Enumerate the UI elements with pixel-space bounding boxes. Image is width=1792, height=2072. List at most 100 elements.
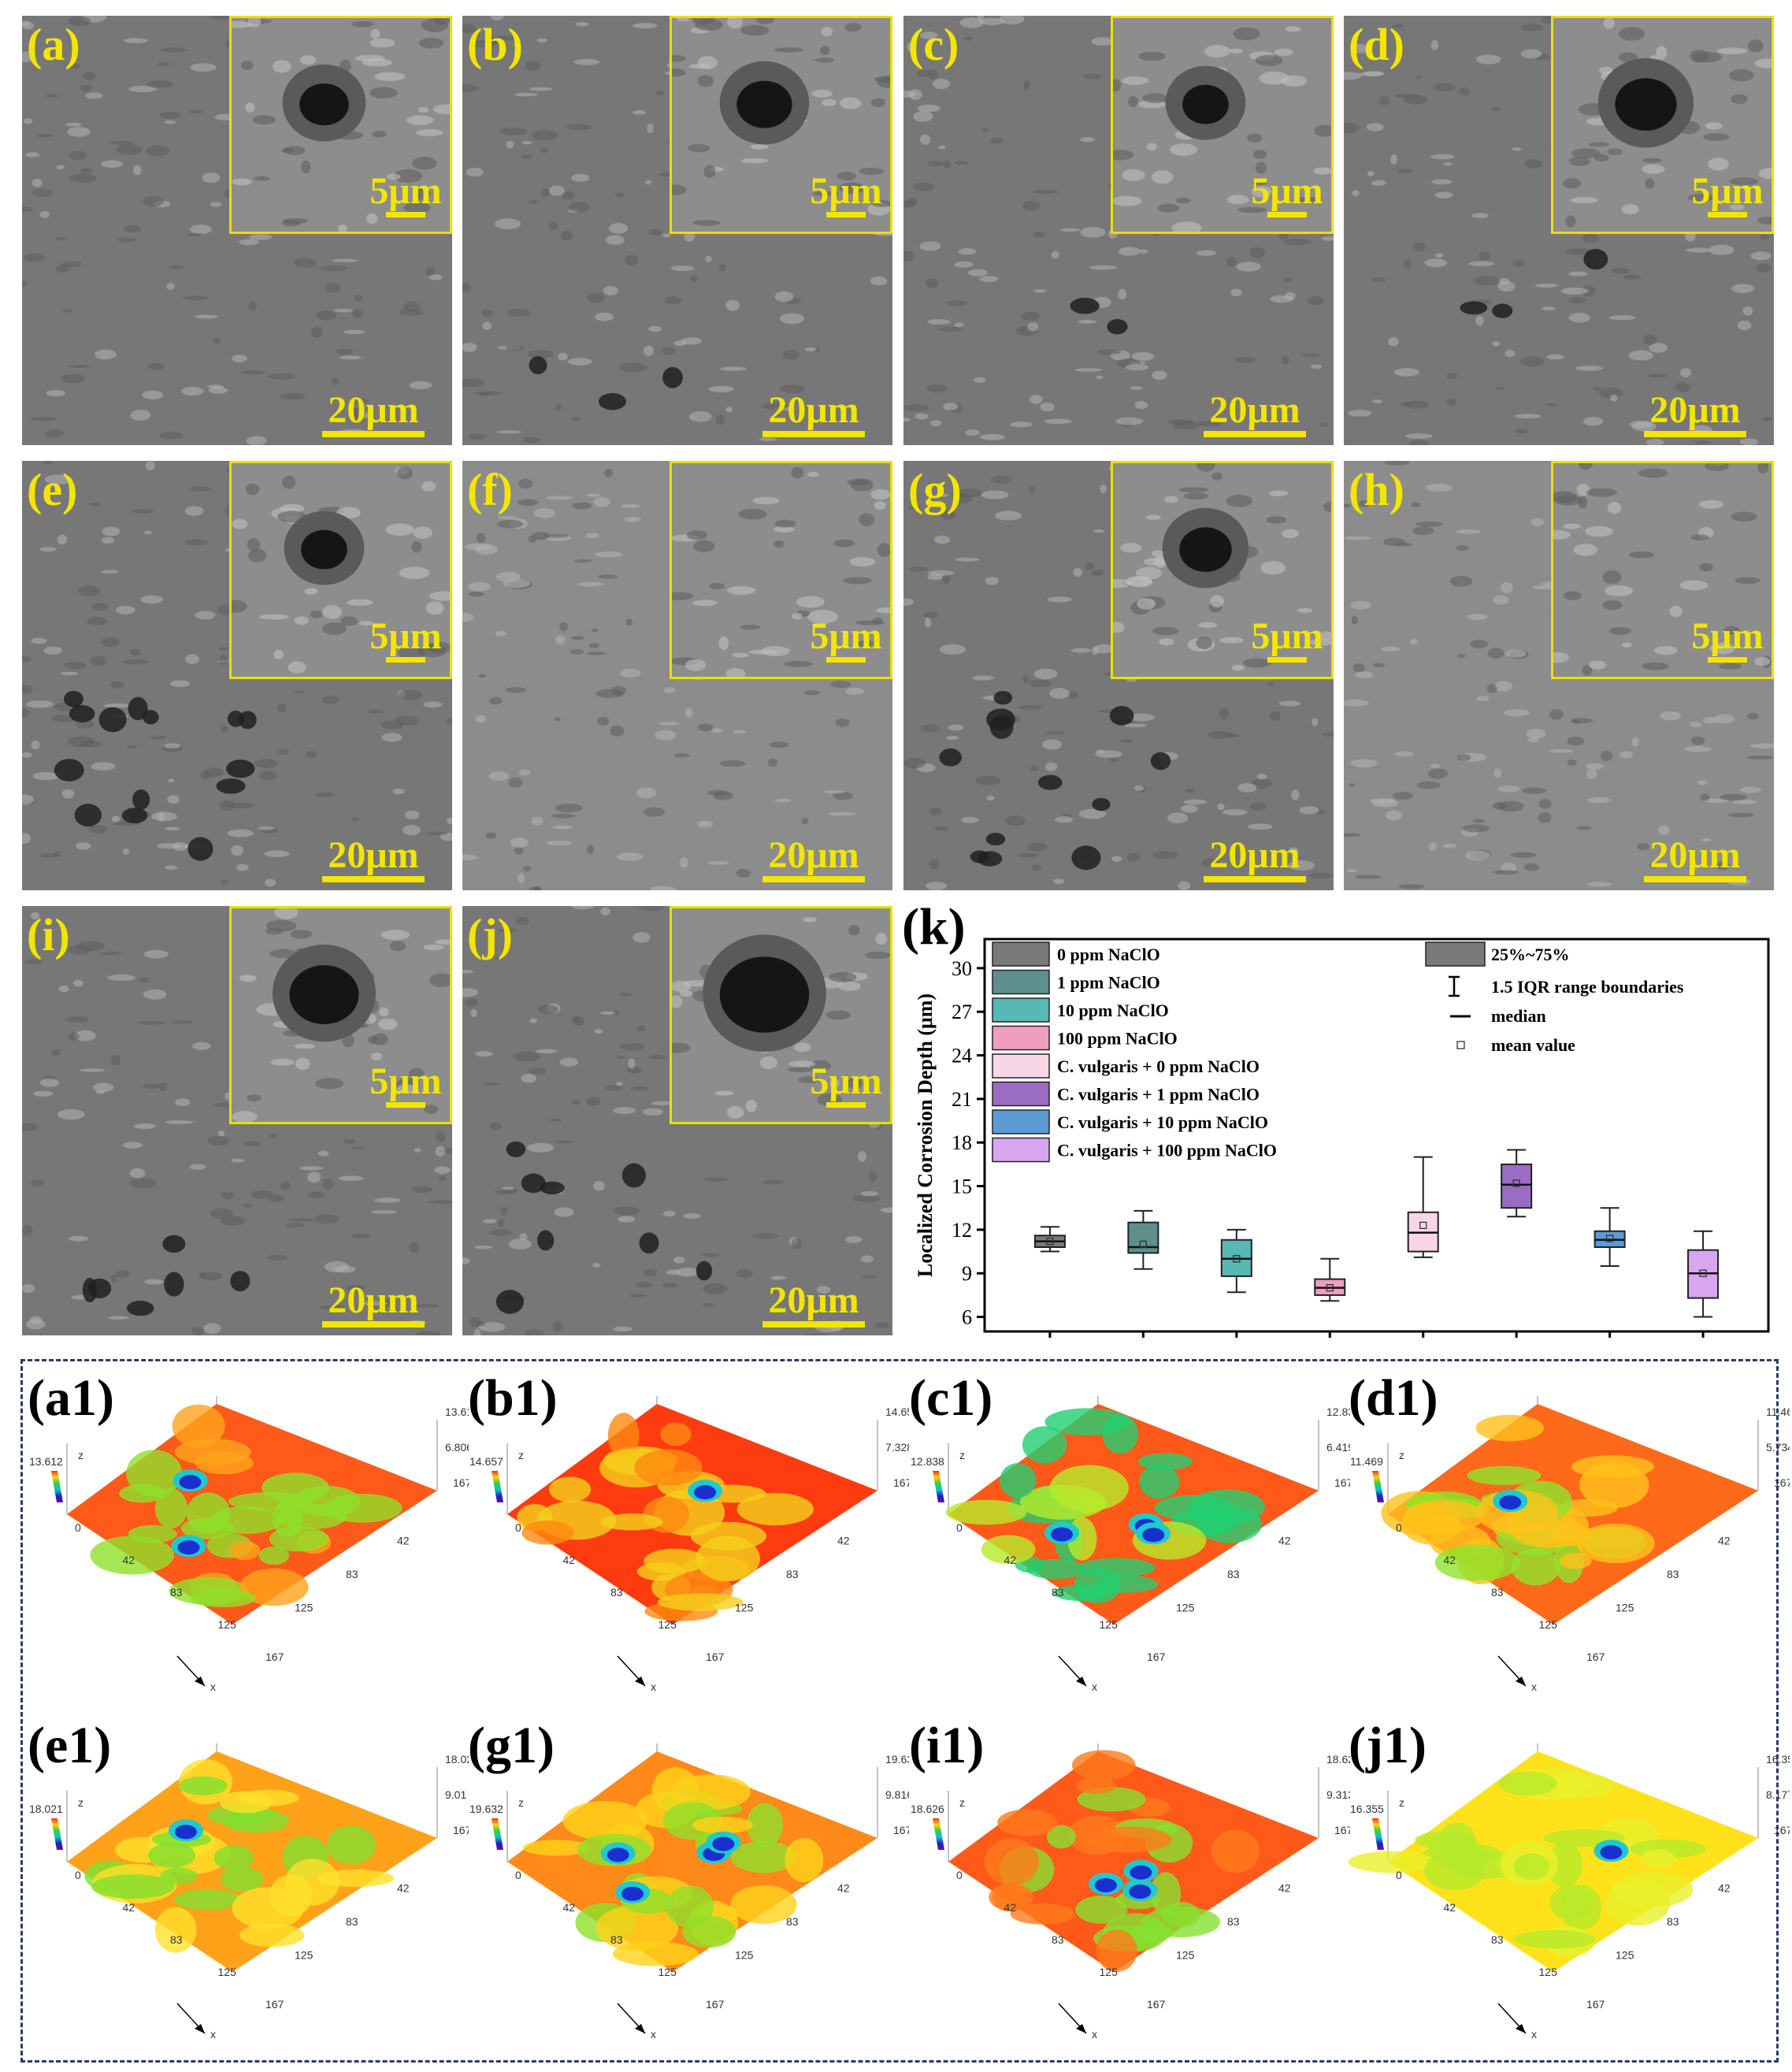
- x-tick-label: 42: [1444, 1554, 1456, 1566]
- inset-texture: [1553, 463, 1772, 677]
- surface-patch: [147, 1842, 196, 1869]
- panel-label: (d1): [1349, 1369, 1438, 1427]
- sem-image-panel: 5μm (c) 20μm: [903, 16, 1334, 445]
- inset-texture: [672, 908, 890, 1122]
- x-tick-label: 167: [1586, 1998, 1605, 2011]
- y-tick-label: 125: [295, 1949, 314, 1962]
- x-tick-label: 125: [1539, 1618, 1558, 1631]
- x-tick-label: 0: [1396, 1521, 1402, 1534]
- y-tick-label: 18: [952, 1131, 972, 1154]
- surface-patch: [1000, 1462, 1037, 1498]
- surface-patch: [1640, 1849, 1676, 1869]
- surface-patch: [1026, 1559, 1086, 1580]
- surface-patch: [1096, 1929, 1137, 1972]
- surface-patch: [154, 1907, 197, 1953]
- inset-scale-label: 5μm: [810, 615, 882, 657]
- surface-patch: [692, 1816, 753, 1834]
- main-scale-line: [322, 876, 425, 882]
- mean-marker: [1046, 1237, 1054, 1246]
- surface-patch: [1434, 1544, 1520, 1581]
- inset-scale-bar: 5μm: [808, 618, 884, 663]
- x-tick-label: 167: [265, 1998, 284, 2011]
- x-axis-label: x: [651, 1680, 656, 1693]
- z-max-label: 16.355: [1350, 1803, 1384, 1815]
- legend-label: C. vulgaris + 100 ppm NaClO: [1057, 1141, 1277, 1160]
- main-scale-label: 20μm: [768, 389, 859, 431]
- x-tick-label: 83: [1052, 1933, 1064, 1946]
- surface-patch: [730, 1884, 797, 1924]
- inset-scale-bar: 5μm: [368, 618, 443, 663]
- x-tick-label: 42: [563, 1901, 576, 1914]
- surface-patch: [730, 1841, 796, 1873]
- panel-label: (e): [27, 464, 78, 515]
- y-tick-label: 83: [786, 1915, 799, 1928]
- surface-plot: 13.612 13.612 6.806 167 z 0 42 83 125 167 125 83 42 x: [29, 1396, 469, 1693]
- inset-texture: [672, 18, 890, 232]
- inset-scale-line: [1708, 212, 1747, 217]
- pit-core: [174, 1825, 197, 1840]
- y-end-label: 167: [1334, 1476, 1350, 1489]
- z-axis-label: z: [78, 1796, 83, 1809]
- inset-texture: [672, 463, 890, 677]
- inset-scale-line: [826, 1102, 866, 1108]
- y-tick-label: 125: [1176, 1949, 1195, 1962]
- legend-swatch: [992, 941, 1050, 967]
- x-axis-label: x: [210, 1680, 216, 1693]
- z-axis-label: z: [518, 1449, 524, 1461]
- inset-scale-line: [1708, 657, 1747, 663]
- surface-patch: [981, 1535, 1036, 1565]
- surface-patch: [1612, 1872, 1694, 1907]
- x-axis-label: x: [651, 2028, 656, 2040]
- y-tick-label: 83: [1667, 1568, 1679, 1580]
- mean-marker: [1699, 1269, 1707, 1277]
- surface-plot: 14.657 14.657 7.328 167 z 0 42 83 125 167 125 83 42 x: [469, 1396, 909, 1693]
- inset-scale-line: [386, 1102, 425, 1108]
- axis-frame: [948, 1743, 1319, 1862]
- surface-profile-panel: 11.469 11.469 5.734 167 z 0 42 83 125 167 125 83 42 x…: [1349, 1372, 1790, 1703]
- x-tick-label: 83: [170, 1586, 183, 1599]
- x-tick-label: 0: [956, 1869, 963, 1881]
- x-tick-label: 42: [123, 1901, 135, 1914]
- panel-label: (b1): [468, 1369, 558, 1427]
- panel-label: (g1): [468, 1717, 555, 1774]
- y-end-label: 167: [1774, 1476, 1790, 1489]
- y-end-label: 167: [1774, 1824, 1790, 1836]
- surface-patch: [1559, 1552, 1592, 1569]
- axis-frame: [948, 1396, 1319, 1514]
- z-max-label: 13.612: [29, 1455, 63, 1468]
- pit-core: [712, 1836, 735, 1851]
- pit-core: [621, 1886, 644, 1901]
- surface-patch: [682, 1915, 736, 1948]
- legend-swatch: [992, 969, 1050, 995]
- surface-patch: [239, 1568, 309, 1606]
- surface-patch: [1514, 1929, 1597, 1949]
- pit-core: [1600, 1845, 1623, 1860]
- surface-patch: [219, 1791, 273, 1814]
- plot-frame: [983, 938, 1770, 1333]
- color-scale-bar: [1372, 1471, 1384, 1502]
- z-mid-label: 9.816: [885, 1788, 909, 1801]
- surface-patch: [195, 1451, 254, 1475]
- surface-patch: [1513, 1853, 1550, 1881]
- color-scale-bar: [1372, 1818, 1384, 1850]
- main-scale-bar: 20μm: [743, 837, 885, 882]
- color-scale-bar: [492, 1818, 503, 1850]
- axis-frame: [66, 1743, 438, 1862]
- surface-patch: [317, 1870, 395, 1888]
- z-max-label-right: 18.626: [1326, 1753, 1350, 1766]
- inset-texture: [1553, 18, 1772, 232]
- inset-scale-bar: 5μm: [1249, 618, 1325, 663]
- surface-patch: [90, 1535, 174, 1575]
- sem-image-panel: 5μm (i) 20μm: [22, 906, 452, 1335]
- main-scale-label: 20μm: [1649, 389, 1741, 431]
- sem-inset: 5μm: [670, 16, 892, 234]
- surface-patch: [285, 1858, 339, 1906]
- inset-scale-label: 5μm: [369, 170, 442, 212]
- main-scale-line: [762, 876, 865, 882]
- y-tick-label: 125: [1616, 1949, 1634, 1962]
- inset-scale-label: 5μm: [369, 615, 442, 657]
- surface-patch: [323, 1493, 403, 1523]
- axis-frame: [506, 1396, 878, 1514]
- y-tick-label: 125: [1616, 1602, 1634, 1614]
- x-tick-label: 125: [1539, 1966, 1558, 1978]
